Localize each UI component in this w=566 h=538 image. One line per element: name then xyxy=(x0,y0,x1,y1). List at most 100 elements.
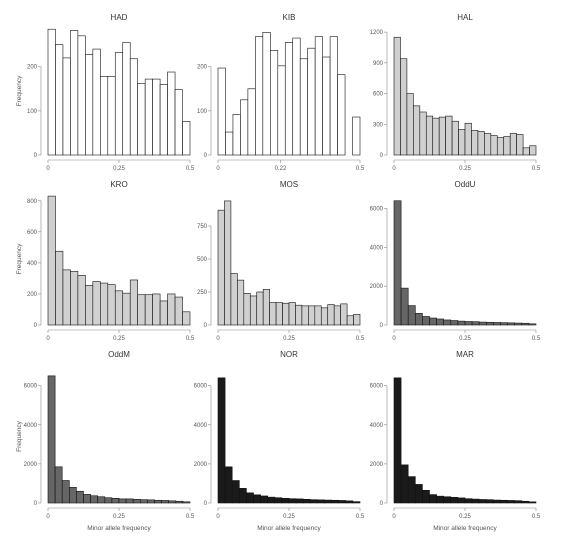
histogram-bar xyxy=(288,498,297,504)
histogram-bar xyxy=(144,78,153,156)
histogram-bar xyxy=(521,500,530,504)
histogram-bar xyxy=(253,494,261,504)
x-tick-label: 0 xyxy=(392,166,396,172)
histogram-bar xyxy=(270,50,279,156)
histogram-bar xyxy=(182,121,191,156)
histogram-bar xyxy=(114,52,124,156)
histogram-bar xyxy=(407,305,416,326)
histogram-bar xyxy=(393,36,401,156)
x-tick-label: 0 xyxy=(216,336,220,342)
histogram-bar xyxy=(111,498,120,504)
histogram-bar xyxy=(528,501,537,504)
histogram-bar xyxy=(217,377,226,504)
x-tick-label: 0.25 xyxy=(283,514,295,520)
histogram-bar xyxy=(159,84,168,156)
histogram-bar xyxy=(507,500,516,504)
histogram-bar xyxy=(429,494,437,504)
histogram-bar xyxy=(400,464,409,504)
histogram-bar xyxy=(419,111,427,156)
y-tick-label: 500 xyxy=(197,257,208,263)
histogram-bar xyxy=(509,133,517,156)
histogram-bar xyxy=(307,47,316,156)
x-tick-label: 0.25 xyxy=(459,514,471,520)
histogram-bar xyxy=(255,36,264,156)
histogram-bar xyxy=(239,488,247,504)
x-axis-label: Minor allele frequency xyxy=(433,525,497,532)
y-tick-label: 200 xyxy=(197,65,208,71)
histogram-bar xyxy=(340,303,348,326)
histogram-bar xyxy=(55,250,64,326)
histogram-bar xyxy=(514,500,523,504)
histogram-bar xyxy=(327,304,335,326)
y-tick-label: 400 xyxy=(27,261,38,267)
histogram-bar xyxy=(47,375,56,504)
histogram-bar xyxy=(432,117,440,156)
histogram-bar xyxy=(413,105,421,156)
panel-title: OddM xyxy=(108,350,130,359)
histogram-bar xyxy=(168,500,177,504)
y-axis-label: Frequency xyxy=(16,75,23,106)
histogram-bar xyxy=(320,307,329,326)
histogram-bar xyxy=(125,498,134,504)
panel-title: MOS xyxy=(280,180,298,189)
histogram-bar xyxy=(485,499,494,504)
histogram-bar xyxy=(77,275,86,326)
histogram-bar xyxy=(407,476,416,504)
histogram-bar xyxy=(97,496,106,504)
histogram-bar xyxy=(450,497,459,504)
y-tick-label: 900 xyxy=(373,61,384,67)
histogram-bar xyxy=(92,48,101,156)
histogram-bar xyxy=(443,319,452,326)
y-tick-label: 600 xyxy=(373,92,384,98)
histogram-bar xyxy=(302,498,311,504)
y-tick-label: 0 xyxy=(204,501,208,507)
histogram-bar xyxy=(275,302,283,326)
histogram-bar xyxy=(458,129,466,156)
histogram-bar xyxy=(295,498,304,504)
histogram-bar xyxy=(471,321,480,326)
histogram-bar xyxy=(249,295,258,326)
y-tick-label: 750 xyxy=(197,224,208,230)
histogram-bar xyxy=(451,120,459,156)
histogram-bar xyxy=(262,289,270,326)
histogram-bar xyxy=(237,279,245,326)
histogram-bar xyxy=(269,302,277,326)
panel-title: KIB xyxy=(283,13,296,22)
panel-oddm: OddM 0 2000 4000 6000 0 0.25 0.5 Frequency Minor … xyxy=(16,350,195,532)
histogram-bar xyxy=(122,42,131,156)
histogram-bar xyxy=(324,499,332,504)
histogram-bar xyxy=(260,495,269,504)
histogram-bar xyxy=(122,292,131,326)
histogram-bar xyxy=(92,281,101,326)
histogram-bar xyxy=(529,145,537,156)
histogram-bar xyxy=(400,287,409,326)
y-tick-label: 200 xyxy=(27,292,38,298)
histogram-bar xyxy=(129,58,138,156)
histogram-bar xyxy=(422,316,430,326)
panel-mos: MOS 0 250 500 750 0 0.25 0.5 xyxy=(197,180,365,342)
histogram-bar xyxy=(345,500,354,504)
histogram-bar xyxy=(114,290,124,326)
x-tick-label: 0.5 xyxy=(532,514,541,520)
histogram-bar xyxy=(516,134,524,156)
histogram-bar xyxy=(425,115,434,156)
histogram-bar xyxy=(137,294,146,326)
histogram-bar xyxy=(503,136,511,156)
histogram-bar xyxy=(107,284,116,326)
histogram-bar xyxy=(507,322,516,326)
histogram-bar xyxy=(243,293,251,326)
y-tick-label: 4000 xyxy=(24,423,38,429)
x-tick-label: 0.5 xyxy=(356,336,365,342)
x-tick-label: 0.22 xyxy=(275,166,287,172)
x-tick-label: 0.25 xyxy=(113,336,125,342)
histogram-bar xyxy=(522,147,530,156)
histogram-bar xyxy=(443,496,452,504)
histogram-bar xyxy=(493,499,501,504)
histogram-bar xyxy=(159,300,168,326)
histogram-bar xyxy=(400,58,408,156)
histogram-bar xyxy=(152,293,161,326)
histogram-bar xyxy=(217,209,225,326)
histogram-bar xyxy=(100,282,109,326)
y-tick-label: 6000 xyxy=(24,384,38,390)
histogram-bar xyxy=(83,494,91,504)
